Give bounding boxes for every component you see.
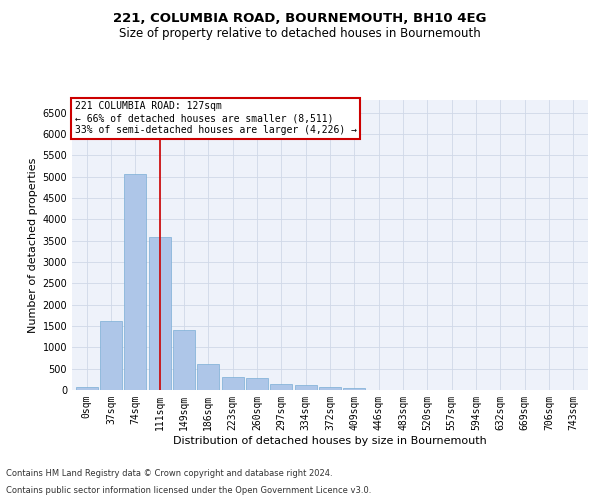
Bar: [149, 238, 170, 390]
Bar: [271, 384, 292, 390]
Bar: [343, 388, 365, 390]
Bar: [100, 321, 122, 390]
Y-axis label: Number of detached properties: Number of detached properties: [28, 158, 38, 332]
Text: 221 COLUMBIA ROAD: 127sqm
← 66% of detached houses are smaller (8,511)
33% of se: 221 COLUMBIA ROAD: 127sqm ← 66% of detac…: [74, 102, 356, 134]
Bar: [197, 364, 219, 390]
Text: Contains HM Land Registry data © Crown copyright and database right 2024.: Contains HM Land Registry data © Crown c…: [6, 468, 332, 477]
X-axis label: Distribution of detached houses by size in Bournemouth: Distribution of detached houses by size …: [173, 436, 487, 446]
Bar: [124, 174, 146, 390]
Bar: [221, 377, 244, 390]
Text: 221, COLUMBIA ROAD, BOURNEMOUTH, BH10 4EG: 221, COLUMBIA ROAD, BOURNEMOUTH, BH10 4E…: [113, 12, 487, 26]
Text: Contains public sector information licensed under the Open Government Licence v3: Contains public sector information licen…: [6, 486, 371, 495]
Bar: [173, 330, 195, 390]
Bar: [246, 378, 268, 390]
Bar: [295, 386, 317, 390]
Text: Size of property relative to detached houses in Bournemouth: Size of property relative to detached ho…: [119, 28, 481, 40]
Bar: [76, 388, 98, 390]
Bar: [319, 387, 341, 390]
